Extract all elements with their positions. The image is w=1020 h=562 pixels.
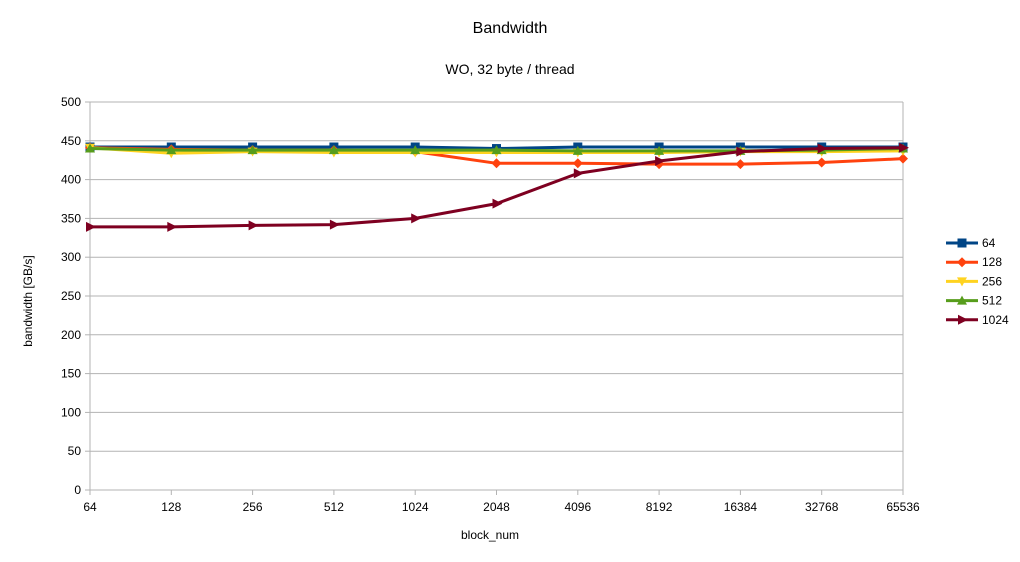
data-point-1024 bbox=[492, 198, 503, 209]
legend-entry-256: 256 bbox=[946, 274, 1002, 288]
data-point-1024 bbox=[736, 146, 747, 157]
data-point-512 bbox=[166, 145, 177, 155]
chart-subtitle: WO, 32 byte / thread bbox=[445, 61, 575, 77]
y-tick-label: 300 bbox=[61, 250, 81, 264]
data-point-1024 bbox=[248, 220, 259, 231]
data-point-1024 bbox=[655, 155, 666, 166]
series-1024 bbox=[86, 142, 909, 232]
x-tick-label: 16384 bbox=[724, 500, 758, 514]
y-tick-label: 200 bbox=[61, 328, 81, 342]
data-point-128 bbox=[572, 158, 583, 169]
legend-label: 128 bbox=[982, 255, 1002, 269]
axes bbox=[85, 101, 904, 495]
y-tick-label: 350 bbox=[61, 211, 81, 225]
x-tick-label: 2048 bbox=[483, 500, 510, 514]
legend-entry-128: 128 bbox=[946, 255, 1002, 269]
legend-entry-512: 512 bbox=[946, 294, 1002, 308]
data-point-128 bbox=[816, 157, 827, 168]
y-tick-label: 400 bbox=[61, 173, 81, 187]
data-point-1024 bbox=[329, 219, 340, 230]
data-point-1024 bbox=[899, 142, 909, 153]
x-tick-label: 128 bbox=[161, 500, 181, 514]
y-tick-label: 50 bbox=[68, 444, 82, 458]
data-point-128 bbox=[491, 158, 502, 169]
y-tick-label: 500 bbox=[61, 95, 81, 109]
legend-marker bbox=[958, 314, 968, 325]
x-tick-label: 1024 bbox=[402, 500, 429, 514]
data-point-512 bbox=[572, 145, 583, 155]
x-tick-label: 8192 bbox=[646, 500, 673, 514]
x-tick-label: 256 bbox=[243, 500, 263, 514]
x-tick-label: 512 bbox=[324, 500, 344, 514]
y-tick-label: 100 bbox=[61, 405, 81, 419]
data-point-1024 bbox=[817, 143, 828, 154]
legend-marker bbox=[957, 238, 967, 248]
legend-label: 1024 bbox=[982, 313, 1009, 327]
legend-marker bbox=[957, 295, 967, 305]
y-tick-label: 150 bbox=[61, 367, 81, 381]
y-tick-label: 450 bbox=[61, 134, 81, 148]
x-tick-labels: 64 128 256 512 1024 2048 4096 8192 16384 32768 655… bbox=[83, 500, 920, 514]
data-point-512 bbox=[410, 145, 421, 155]
data-point-512 bbox=[247, 145, 258, 155]
data-point-512 bbox=[85, 143, 95, 153]
data-point-512 bbox=[328, 145, 339, 155]
data-point-512 bbox=[654, 145, 665, 155]
data-point-128 bbox=[735, 159, 746, 170]
x-tick-label: 4096 bbox=[564, 500, 591, 514]
y-tick-label: 250 bbox=[61, 289, 81, 303]
x-axis-label: block_num bbox=[460, 528, 520, 542]
legend-marker bbox=[957, 257, 967, 268]
x-tick-label: 64 bbox=[83, 500, 97, 514]
legend-label: 512 bbox=[982, 294, 1002, 308]
legend-label: 256 bbox=[982, 274, 1002, 288]
series-group bbox=[85, 142, 909, 232]
x-tick-label: 65536 bbox=[886, 500, 920, 514]
data-point-1024 bbox=[411, 213, 422, 224]
chart-title: Bandwidth bbox=[472, 20, 548, 37]
data-point-512 bbox=[491, 145, 502, 155]
data-point-1024 bbox=[86, 221, 96, 232]
y-tick-labels: 0 50 100 150 200 250 300 350 400 450 500 bbox=[61, 95, 81, 497]
x-tick-label: 32768 bbox=[805, 500, 839, 514]
data-point-128 bbox=[898, 153, 908, 164]
legend-label: 64 bbox=[982, 236, 996, 250]
y-tick-label: 0 bbox=[74, 483, 81, 497]
data-point-1024 bbox=[573, 168, 584, 179]
legend: 64 128 256 512 1024 bbox=[946, 236, 1009, 327]
legend-entry-1024: 1024 bbox=[946, 313, 1009, 327]
legend-entry-64: 64 bbox=[946, 236, 996, 250]
legend-marker bbox=[957, 277, 967, 287]
data-point-1024 bbox=[167, 221, 178, 232]
